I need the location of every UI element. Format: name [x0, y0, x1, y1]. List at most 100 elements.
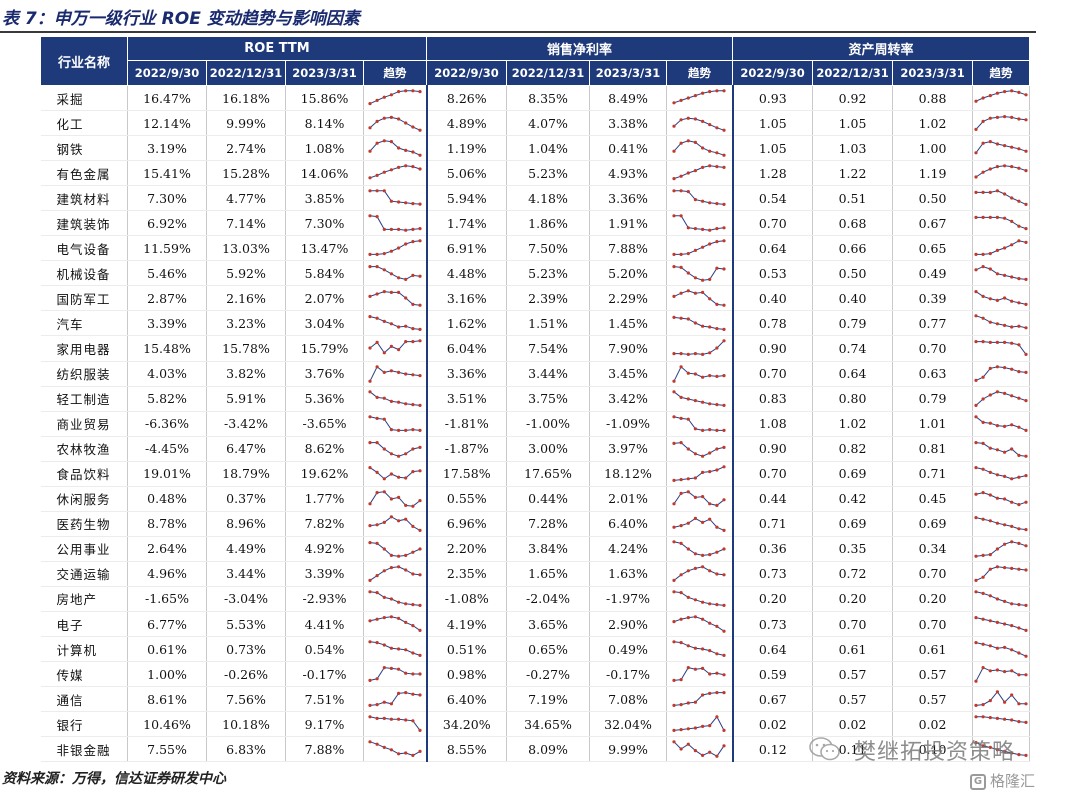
sparkline-point: [1010, 196, 1014, 200]
net-margin-value: 4.89%: [426, 110, 508, 137]
sparkline-point: [679, 214, 683, 218]
sparkline-point: [686, 666, 691, 670]
asset-turnover-value: 0.71: [732, 511, 814, 537]
sparkline-point: [396, 325, 400, 330]
asset-turnover-trend-sparkline: [974, 690, 1028, 708]
sparkline-point: [403, 602, 408, 606]
sparkline-point: [995, 91, 1000, 95]
sparkline-point: [701, 600, 705, 604]
net-margin-value: 7.90%: [589, 335, 668, 362]
roe-value: 2.07%: [285, 285, 364, 312]
sparkline-point: [382, 268, 386, 272]
table-title: 表 7：申万一级行业 ROE 变动趋势与影响因素: [2, 9, 360, 29]
sparkline-point: [418, 468, 422, 473]
sparkline-point: [389, 228, 393, 232]
sparkline-point: [981, 375, 985, 379]
net-margin-trend-cell: [666, 411, 734, 437]
sparkline-point: [708, 469, 712, 473]
table-row: 机械设备 5.46% 5.92% 5.84% 4.48% 5.23% 5.20% 0.53 0.…: [40, 260, 1031, 287]
asset-turnover-trend-cell: [972, 135, 1031, 162]
sparkline-point: [722, 373, 726, 377]
net-margin-value: 4.19%: [426, 611, 508, 638]
asset-turnover-trend-cell: [972, 335, 1031, 362]
sparkline-point: [701, 278, 705, 283]
asset-turnover-trend-sparkline: [974, 239, 1028, 257]
sparkline-point: [686, 396, 691, 401]
sparkline-point: [715, 428, 719, 432]
sparkline-point: [382, 370, 386, 374]
sparkline-point: [722, 303, 726, 308]
sparkline-point: [1010, 566, 1014, 570]
roe-trend-sparkline: [368, 115, 422, 132]
sparkline-point: [701, 693, 705, 697]
sparkline-point: [411, 469, 415, 473]
sparkline-point: [679, 703, 683, 707]
group-header-row: 行业名称 ROE TTM 销售净利率 资产周转率: [40, 36, 1031, 86]
asset-turnover-value: 1.03: [812, 135, 894, 162]
sparkline-point: [375, 416, 379, 420]
asset-turnover-trend-cell: [972, 386, 1031, 412]
sparkline-point: [368, 590, 372, 594]
sparkline-point: [382, 520, 386, 524]
net-margin-value: 1.51%: [506, 310, 591, 337]
sparkline-point: [708, 602, 712, 606]
industry-name: 采掘: [40, 85, 128, 112]
sparkline-point: [1003, 424, 1007, 428]
sparkline-point: [672, 265, 676, 269]
sparkline-point: [411, 651, 415, 655]
sparkline-point: [701, 91, 705, 95]
sparkline-point: [995, 272, 1000, 276]
sparkline-point: [694, 371, 698, 376]
sparkline-point: [382, 139, 386, 143]
sparkline-point: [1010, 393, 1014, 397]
roe-value: 5.91%: [206, 386, 286, 412]
sparkline-point: [403, 121, 408, 125]
sparkline-point: [1010, 540, 1014, 544]
sparkline-point: [686, 644, 691, 648]
sparkline-point: [1024, 93, 1028, 97]
net-margin-value: 8.49%: [589, 85, 668, 112]
sparkline-point: [403, 620, 408, 624]
sparkline-point: [715, 550, 719, 554]
sparkline-point: [974, 616, 978, 620]
sparkline-point: [1017, 369, 1021, 373]
asset-turnover-value: 0.20: [732, 586, 814, 612]
sparkline-point: [995, 341, 1000, 345]
sparkline-point: [715, 165, 719, 169]
sparkline-point: [1024, 326, 1028, 330]
roe-value: 3.82%: [206, 361, 286, 387]
sparkline-point: [995, 165, 1000, 169]
asset-turnover-value: 0.70: [732, 210, 814, 237]
asset-turnover-value: 0.73: [732, 611, 814, 638]
sparkline-point: [375, 470, 379, 474]
sparkline-point: [974, 590, 978, 594]
industry-name: 公用事业: [40, 536, 128, 562]
sparkline-point: [988, 140, 992, 144]
roe-trend-cell: [363, 110, 428, 137]
date-header: 2023/3/31: [892, 60, 974, 86]
sparkline-point: [382, 643, 386, 647]
wechat-icon: [809, 737, 840, 761]
net-margin-value: 4.24%: [589, 536, 668, 562]
sparkline-point: [1024, 398, 1028, 402]
asset-turnover-value: 0.74: [812, 335, 894, 362]
sparkline-point: [418, 445, 422, 449]
sparkline-point: [679, 541, 683, 545]
sparkline-point: [1010, 367, 1014, 371]
sparkline-point: [995, 423, 1000, 427]
sparkline-point: [715, 240, 719, 244]
sparkline-point: [715, 126, 719, 130]
net-margin-value: 1.74%: [426, 210, 508, 237]
table-row: 家用电器 15.48% 15.78% 15.79% 6.04% 7.54% 7.90% 0.9…: [40, 335, 1031, 362]
sparkline-point: [701, 666, 705, 671]
sparkline-point: [1010, 447, 1014, 451]
net-margin-value: 7.50%: [506, 235, 591, 262]
sparkline-point: [694, 198, 698, 202]
brand-logo-icon: G: [970, 773, 986, 790]
net-margin-value: 9.99%: [589, 736, 668, 763]
sparkline-point: [403, 278, 408, 282]
sparkline-point: [679, 364, 683, 368]
sparkline-point: [974, 99, 978, 103]
sparkline-point: [1010, 476, 1014, 481]
sparkline-point: [389, 515, 393, 519]
